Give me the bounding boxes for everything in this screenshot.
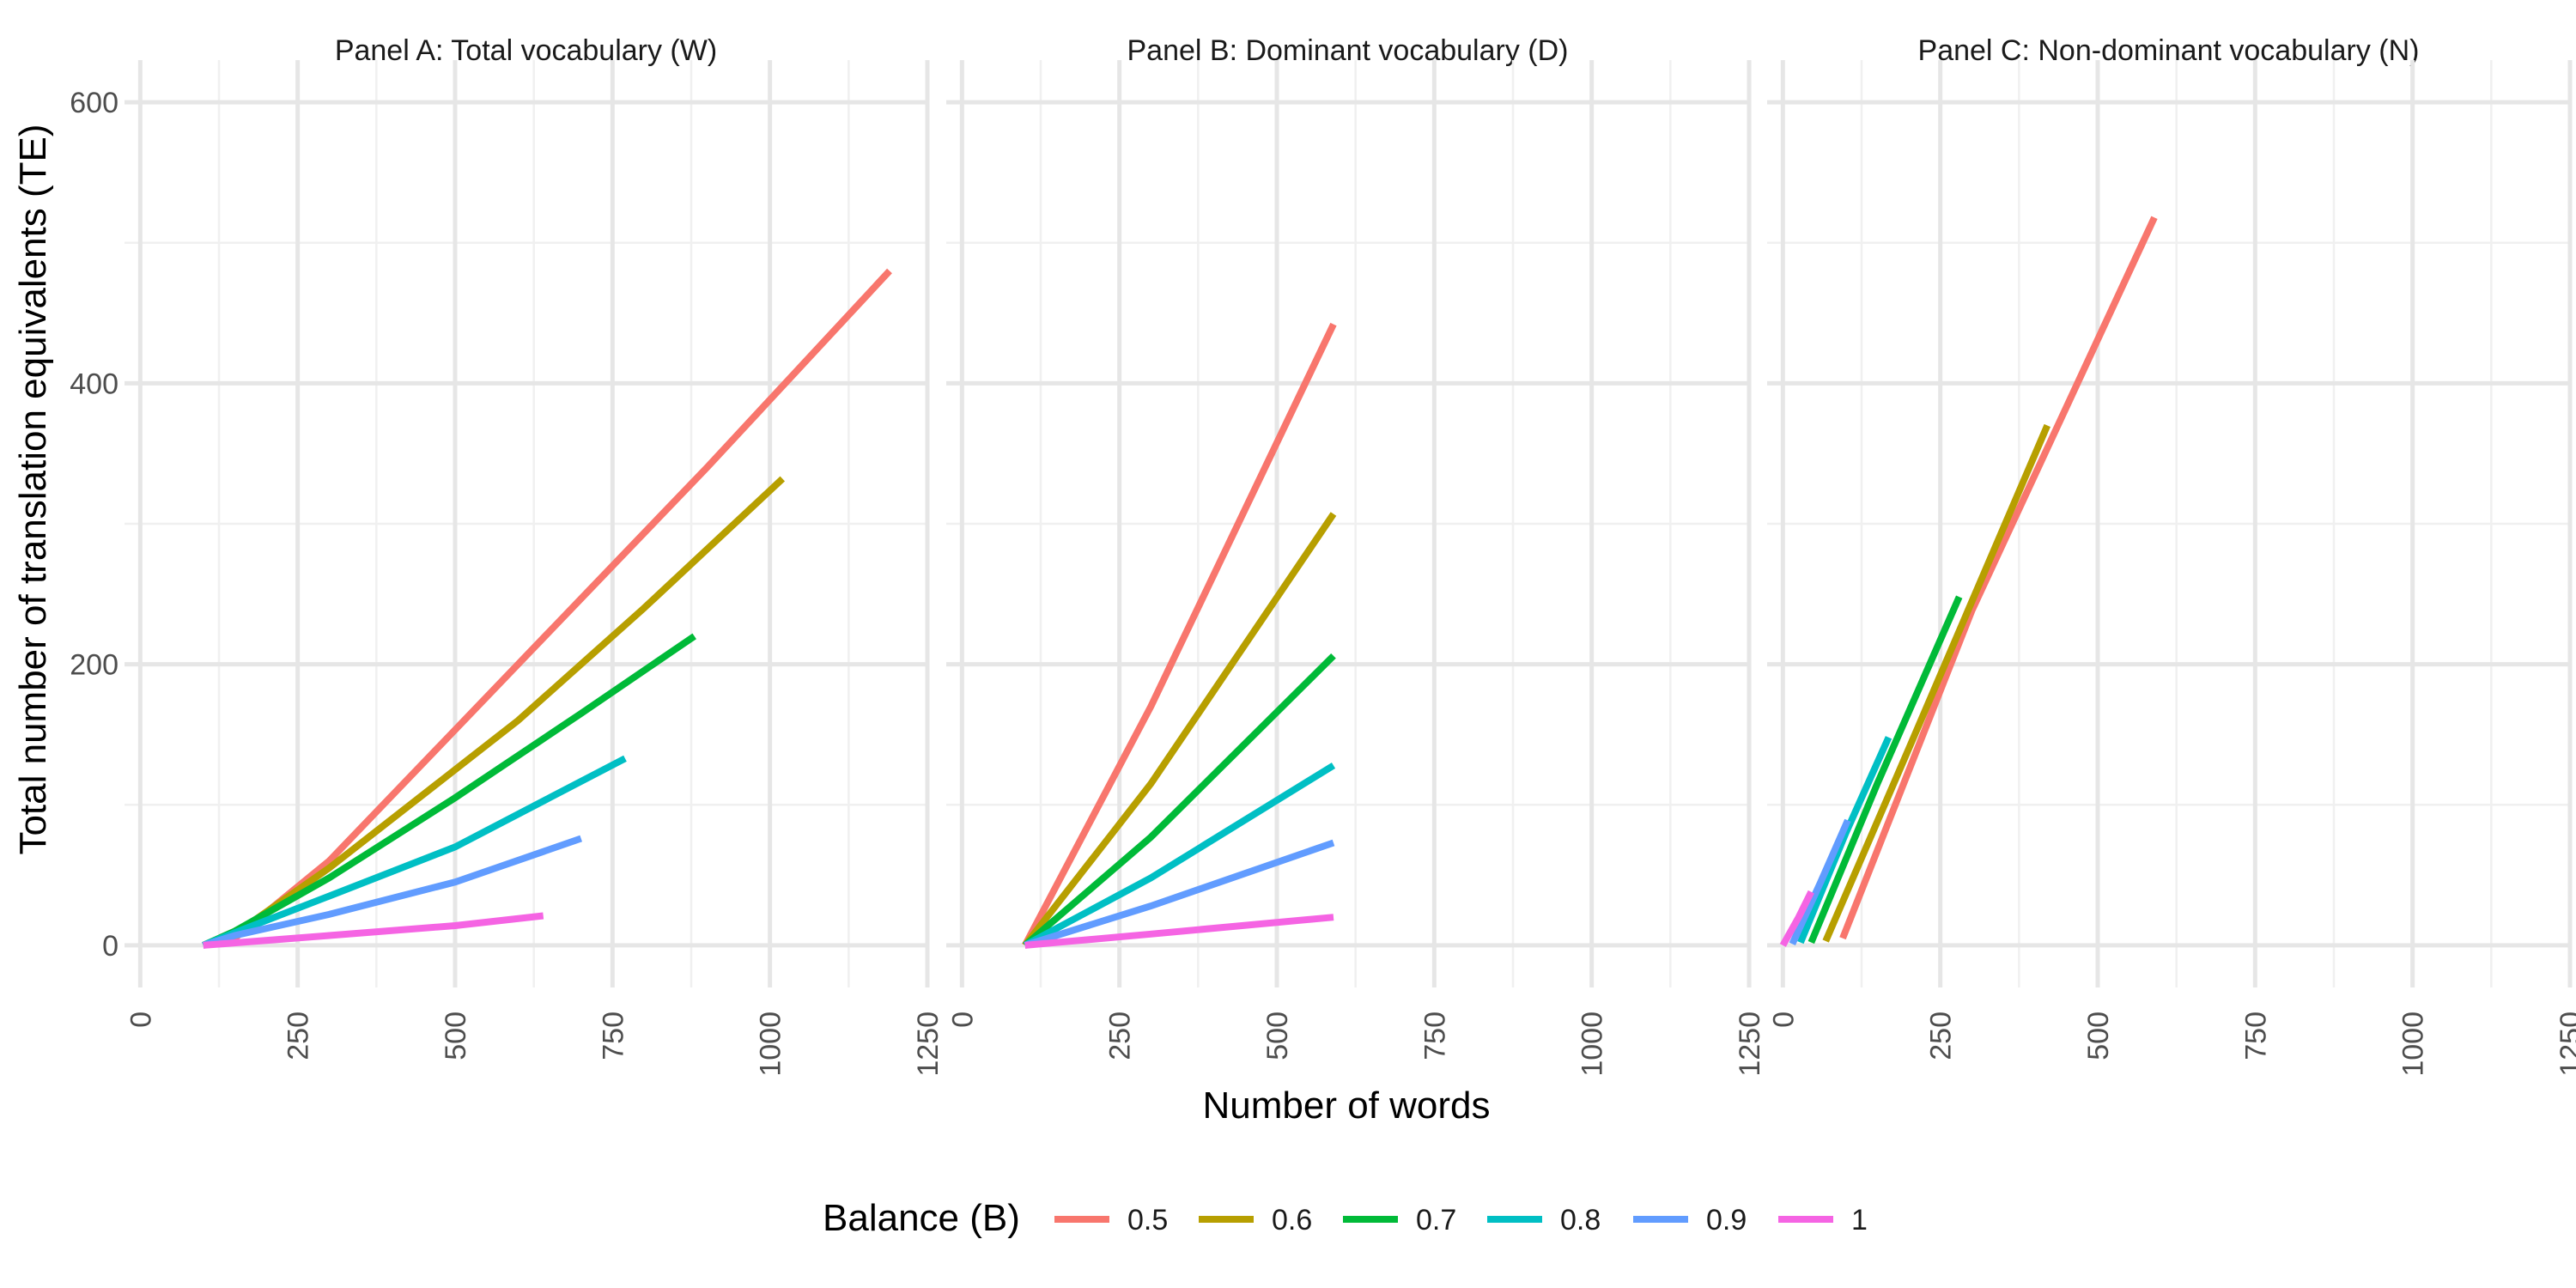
legend-item-0.9: 0.9 [1633, 1204, 1747, 1236]
series-line-1 [203, 912, 544, 949]
series-line-0.9 [202, 835, 583, 949]
x-tick-label: 750 [1419, 1012, 1451, 1060]
legend: Balance (B) 0.5 0.6 0.7 0.8 0.9 1 [823, 1197, 1868, 1239]
legend-label: 0.8 [1560, 1204, 1601, 1236]
x-tick-label: 1250 [2555, 1012, 2576, 1077]
series-line-0.7 [1807, 595, 1963, 945]
series-line-0.5 [1022, 322, 1337, 947]
legend-item-1: 1 [1778, 1204, 1868, 1236]
y-tick-label: 200 [70, 649, 118, 682]
x-tick-label: 750 [597, 1012, 629, 1060]
x-tick-label: 0 [946, 1012, 979, 1028]
legend-item-0.7: 0.7 [1343, 1204, 1456, 1236]
x-tick-label: 1000 [755, 1012, 787, 1077]
x-tick-label: 1000 [1577, 1012, 1609, 1077]
x-tick-label: 500 [2082, 1012, 2115, 1060]
series-line-0.8 [1023, 762, 1336, 949]
panel-2: Panel B: Dominant vocabulary (D) 0 250 500 7… [946, 34, 1766, 1077]
panels: Panel A: Total vocabulary (W) 0 250 500 750 1… [70, 34, 2576, 1077]
series-line-1 [1779, 890, 1814, 947]
x-tick-label: 750 [2239, 1012, 2272, 1060]
y-tick-label: 0 [102, 930, 118, 963]
legend-item-0.8: 0.8 [1487, 1204, 1601, 1236]
series-line-0.6 [1822, 423, 2050, 943]
series-line-0.9 [1789, 818, 1851, 945]
y-tick-label: 400 [70, 368, 118, 400]
x-tick-label: 500 [440, 1012, 472, 1060]
x-tick-label: 1000 [2397, 1012, 2430, 1077]
y-tick-label: 600 [70, 87, 118, 119]
x-tick-label: 1250 [912, 1012, 945, 1077]
series-line-0.7 [1023, 653, 1336, 948]
legend-label: 1 [1851, 1204, 1868, 1236]
x-tick-label: 0 [1767, 1012, 1800, 1028]
panel-title: Panel C: Non-dominant vocabulary (N) [1918, 34, 2420, 67]
x-tick-label: 500 [1261, 1012, 1294, 1060]
series-line-0.6 [1022, 512, 1337, 948]
panel-title: Panel A: Total vocabulary (W) [335, 34, 717, 67]
legend-label: 0.9 [1706, 1204, 1747, 1236]
x-tick-label: 1250 [1734, 1012, 1766, 1077]
x-axis-title: Number of words [1202, 1084, 1490, 1127]
legend-item-0.5: 0.5 [1054, 1204, 1168, 1236]
y-axis-title: Total number of translation equivalents … [12, 124, 54, 854]
x-tick-label: 250 [283, 1012, 315, 1060]
x-tick-label: 250 [1104, 1012, 1137, 1060]
legend-title: Balance (B) [823, 1197, 1020, 1239]
legend-label: 0.5 [1127, 1204, 1168, 1236]
series-line-0.5 [1839, 216, 2158, 940]
panel-3: Panel C: Non-dominant vocabulary (N) 0 250… [1767, 34, 2576, 1077]
legend-item-0.6: 0.6 [1199, 1204, 1312, 1236]
legend-label: 0.7 [1416, 1204, 1456, 1236]
x-tick-label: 0 [125, 1012, 157, 1028]
panel-title: Panel B: Dominant vocabulary (D) [1127, 34, 1568, 67]
series-line-1 [1024, 914, 1334, 949]
panel-1: Panel A: Total vocabulary (W) 0 250 500 750 1… [70, 34, 945, 1077]
series-line-0.9 [1024, 839, 1335, 949]
legend-label: 0.6 [1272, 1204, 1312, 1236]
x-tick-label: 250 [1925, 1012, 1958, 1060]
